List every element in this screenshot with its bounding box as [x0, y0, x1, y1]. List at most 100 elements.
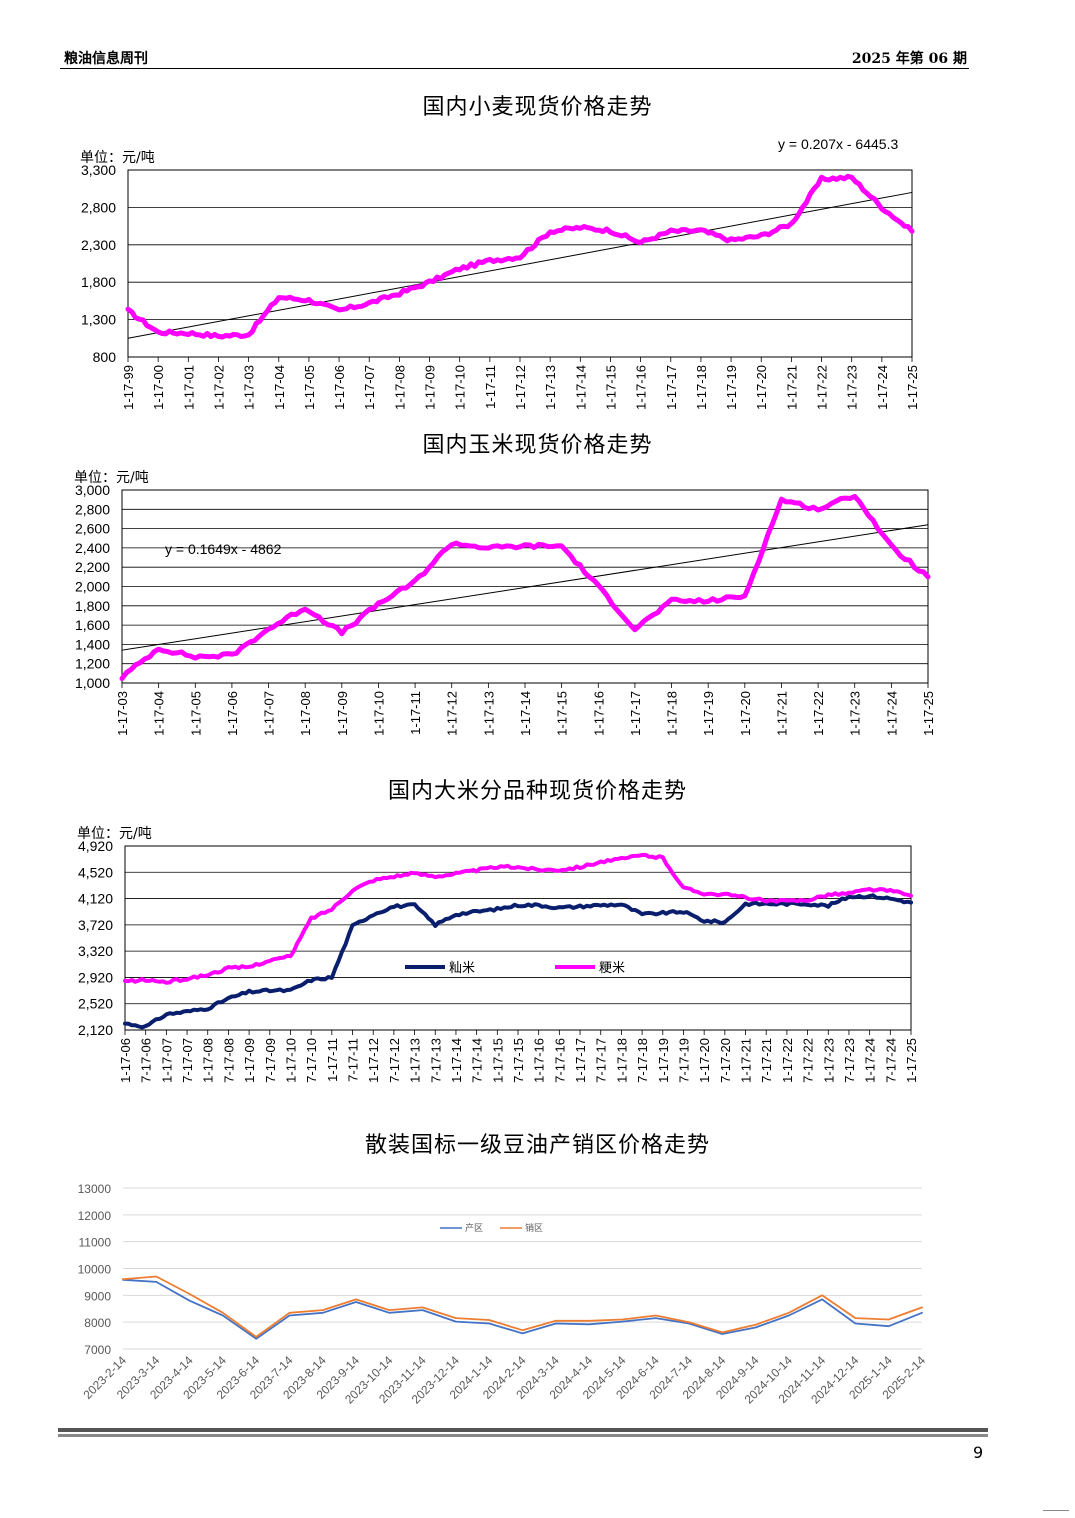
y-tick-label: 9000: [84, 1289, 111, 1303]
y-tick-label: 3,300: [81, 162, 116, 178]
y-tick-label: 11000: [79, 1236, 112, 1250]
x-tick-label: 7-17-23: [842, 1038, 857, 1083]
x-tick-label: 1-17-09: [335, 691, 350, 736]
x-tick-label: 1-17-07: [262, 691, 277, 736]
x-tick-label: 1-17-02: [211, 365, 226, 410]
x-tick-label: 1-17-05: [302, 365, 317, 410]
x-tick-label: 1-17-99: [121, 365, 136, 410]
x-tick-label: 1-17-16: [532, 1038, 547, 1083]
x-tick-label: 1-17-08: [392, 365, 407, 410]
x-tick-label: 1-17-21: [739, 1038, 754, 1083]
x-tick-label: 1-17-17: [573, 1038, 588, 1083]
header-divider: [60, 68, 969, 69]
x-tick-label: 7-17-18: [635, 1038, 650, 1083]
series-line: [125, 173, 915, 340]
x-tick-label: 1-17-14: [449, 1038, 464, 1083]
y-tick-label: 2,600: [75, 521, 110, 537]
x-tick-label: 7-17-08: [221, 1038, 236, 1083]
x-tick-label: 1-17-14: [518, 691, 533, 736]
y-tick-label: 1,800: [81, 274, 116, 290]
y-tick-label: 4,520: [78, 864, 113, 880]
y-tick-label: 13000: [78, 1182, 112, 1196]
corn-chart-title: 国内玉米现货价格走势: [422, 433, 653, 458]
x-tick-label: 1-17-15: [555, 691, 570, 736]
x-tick-label: 1-17-18: [665, 691, 680, 736]
x-tick-label: 1-17-17: [664, 365, 679, 410]
x-tick-label: 1-17-20: [754, 365, 769, 410]
y-tick-label: 1,000: [75, 675, 110, 691]
x-tick-label: 7-17-06: [139, 1038, 154, 1083]
wheat-chart-title: 国内小麦现货价格走势: [422, 95, 653, 120]
footer-rule: [58, 1428, 988, 1432]
x-tick-label: 1-17-01: [181, 365, 196, 410]
x-tick-label: 1-17-22: [815, 365, 830, 410]
x-tick-label: 7-17-24: [883, 1038, 898, 1083]
series-line: [123, 893, 913, 1030]
x-tick-label: 1-17-22: [811, 691, 826, 736]
x-tick-label: 1-17-11: [408, 691, 423, 735]
header-issue: 2025 年第 06 期: [851, 51, 967, 67]
y-tick-label: 8000: [84, 1316, 111, 1330]
y-tick-label: 2,000: [75, 579, 110, 595]
header-publication: 粮油信息周刊: [64, 51, 148, 67]
y-tick-label: 7000: [84, 1343, 111, 1357]
page-number: 9: [973, 1443, 984, 1462]
x-tick-label: 1-17-14: [573, 365, 588, 410]
x-tick-label: 1-17-23: [821, 1038, 836, 1083]
x-tick-label: 1-17-08: [298, 691, 313, 736]
unit-label: 单位：元/吨: [77, 826, 152, 842]
y-tick-label: 2,300: [81, 237, 116, 253]
x-tick-label: 7-17-12: [387, 1038, 402, 1083]
x-tick-label: 1-17-12: [445, 691, 460, 736]
x-tick-label: 1-17-12: [513, 365, 528, 410]
x-tick-label: 1-17-13: [543, 365, 558, 410]
x-tick-label: 7-17-20: [718, 1038, 733, 1083]
trendline-equation: y = 0.207x - 6445.3: [778, 136, 898, 152]
x-tick-label: 1-17-18: [614, 1038, 629, 1083]
x-tick-label: 7-17-17: [594, 1038, 609, 1083]
y-tick-label: 3,320: [78, 943, 113, 959]
series-line: [123, 852, 913, 985]
x-tick-label: 1-17-25: [904, 1038, 919, 1083]
x-tick-label: 1-17-06: [118, 1038, 133, 1083]
y-tick-label: 1,300: [81, 312, 116, 328]
x-tick-label: 1-17-11: [483, 365, 498, 409]
x-tick-label: 1-17-23: [848, 691, 863, 736]
x-tick-label: 1-17-25: [921, 691, 936, 736]
y-tick-label: 1,400: [75, 636, 110, 652]
x-tick-label: 1-17-13: [408, 1038, 423, 1083]
legend-label: 产区: [465, 1222, 483, 1234]
x-tick-label: 7-17-14: [470, 1038, 485, 1083]
y-tick-label: 1,600: [75, 617, 110, 633]
legend-label: 粳米: [599, 961, 625, 976]
y-tick-label: 2,120: [78, 1022, 113, 1038]
x-tick-label: 1-17-09: [423, 365, 438, 410]
x-tick-label: 1-17-04: [152, 691, 167, 736]
x-tick-label: 1-17-16: [634, 365, 649, 410]
x-tick-label: 1-17-18: [694, 365, 709, 410]
x-tick-label: 1-17-13: [481, 691, 496, 736]
x-tick-label: 1-17-24: [875, 365, 890, 410]
x-tick-label: 7-17-13: [428, 1038, 443, 1083]
corner-mark: [1043, 1510, 1069, 1511]
x-tick-label: 1-17-22: [780, 1038, 795, 1083]
y-tick-label: 3,000: [75, 482, 110, 498]
x-tick-label: 1-17-19: [701, 691, 716, 736]
series-line: [122, 1278, 923, 1340]
x-tick-label: 1-17-15: [603, 365, 618, 410]
y-tick-label: 2,400: [75, 540, 110, 556]
soyoil-chart-title: 散装国标一级豆油产销区价格走势: [364, 1133, 710, 1158]
x-tick-label: 1-17-09: [242, 1038, 257, 1083]
x-tick-label: 1-17-20: [738, 691, 753, 736]
x-tick-label: 1-17-06: [225, 691, 240, 736]
x-tick-label: 1-17-21: [784, 365, 799, 410]
footer-rule-secondary: [58, 1434, 988, 1437]
series-line: [119, 493, 931, 681]
x-tick-label: 1-17-11: [325, 1038, 340, 1082]
trendline: [127, 191, 913, 339]
y-tick-label: 2,800: [81, 199, 116, 215]
x-tick-label: 7-17-19: [676, 1038, 691, 1083]
x-tick-label: 1-17-04: [272, 365, 287, 410]
